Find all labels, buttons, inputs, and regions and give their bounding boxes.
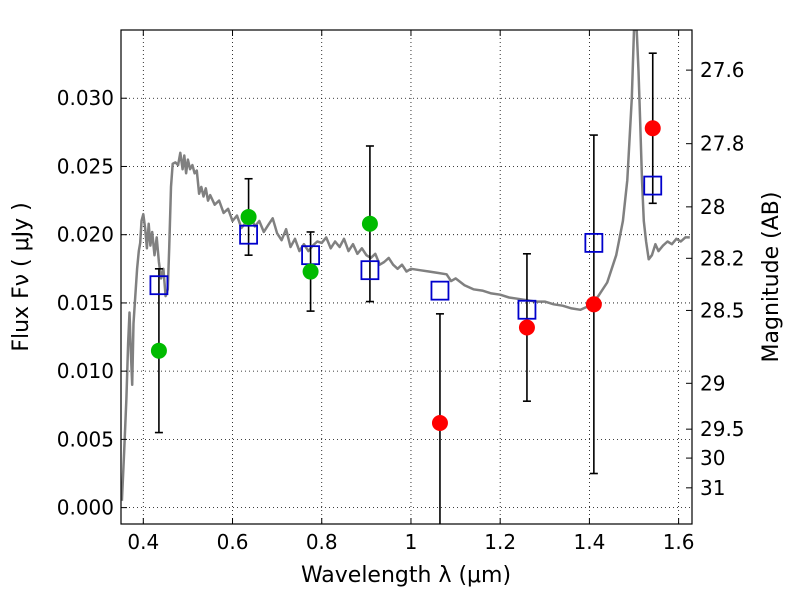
detection-point [150,342,167,359]
upper-limit-point [644,120,661,137]
model-square [584,232,604,253]
right-tick-label: 28.2 [700,246,745,270]
x-tick-label: 1.4 [573,530,605,554]
right-tick-label: 28 [700,195,725,219]
x-axis-label: Wavelength λ (μm) [301,563,511,588]
model-square [239,224,258,245]
x-tick-label: 1.6 [663,530,695,554]
y-tick-label: 0.010 [57,359,114,383]
y-axis-label: Flux Fν ( μJy ) [9,202,34,351]
ticks: 0.4 0.6 0.8 1 1.2 1.4 1.6 0.000 0.005 0.010 0.015 0… [57,30,745,554]
right-tick-label: 27.8 [700,132,745,156]
x-tick-label: 1.2 [484,530,516,554]
right-tick-label: 29.5 [700,417,745,441]
upper-limit-point [431,415,448,432]
y-axis-right-label: Magnitude (AB) [759,192,784,363]
upper-limit-point [518,319,535,336]
right-tick-label: 31 [700,476,725,500]
series [121,30,690,524]
plot-background [121,30,692,524]
detection-point [240,208,257,225]
right-tick-label: 27.6 [700,58,745,82]
y-tick-label: 0.000 [57,496,114,520]
right-tick-label: 28.5 [700,298,745,322]
detection-point [361,215,378,232]
model-square [149,275,169,296]
model-square [430,280,450,301]
plot-frame [120,29,693,525]
x-tick-label: 1 [405,530,418,554]
x-tick-label: 0.4 [127,530,159,554]
right-tick-label: 29 [700,371,725,395]
model-square [360,260,380,281]
y-tick-label: 0.025 [57,154,114,178]
y-tick-label: 0.020 [57,223,114,247]
y-tick-label: 0.005 [57,427,114,451]
model-square [643,175,663,196]
y-tick-label: 0.015 [57,291,114,315]
upper-limit-point [585,296,602,313]
detection-point [302,263,319,280]
right-tick-label: 30 [700,446,725,470]
x-tick-label: 0.6 [217,530,249,554]
y-tick-label: 0.030 [57,86,114,110]
model-square [517,299,537,320]
x-tick-label: 0.8 [306,530,338,554]
